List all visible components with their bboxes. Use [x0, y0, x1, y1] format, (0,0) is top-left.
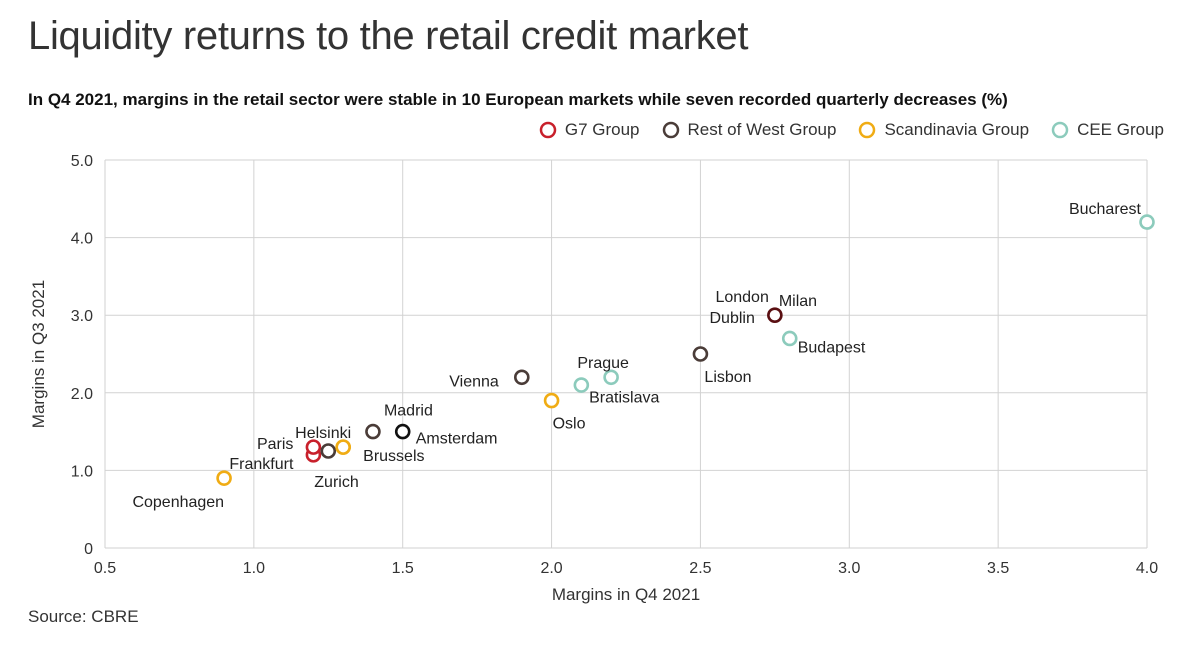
point-madrid	[365, 423, 381, 440]
x-tick-label: 0.5	[94, 560, 116, 577]
point-milan	[767, 307, 783, 324]
x-tick-label: 1.0	[243, 560, 265, 577]
label-frankfurt: Frankfurt	[229, 456, 294, 473]
point-prague	[573, 377, 590, 393]
y-tick-label: 1.0	[71, 463, 93, 480]
x-tick-label: 2.0	[540, 560, 562, 577]
point-vienna	[513, 369, 530, 386]
point-brussels	[335, 439, 351, 455]
legend-marker-g7	[539, 121, 557, 139]
legend-marker-cee	[1051, 121, 1069, 139]
point-bratislava	[603, 369, 619, 386]
legend-item-g7: G7 Group	[539, 120, 640, 140]
legend-item-rest-of-west: Rest of West Group	[662, 120, 837, 140]
legend-item-scandinavia: Scandinavia Group	[858, 120, 1029, 140]
point-zurich	[320, 443, 337, 459]
legend-label-g7: G7 Group	[564, 120, 640, 139]
label-amsterdam: Amsterdam	[416, 431, 498, 448]
x-tick-label: 3.0	[838, 560, 860, 577]
label-lisbon: Lisbon	[704, 369, 751, 386]
label-london: London	[715, 289, 768, 306]
chart-title: Liquidity returns to the retail credit m…	[28, 14, 749, 58]
label-copenhagen: Copenhagen	[132, 494, 224, 511]
x-tick-label: 1.5	[392, 560, 414, 577]
x-tick-label: 3.5	[987, 560, 1009, 577]
legend-label-cee: CEE Group	[1077, 120, 1164, 139]
y-tick-label: 3.0	[71, 308, 93, 325]
y-tick-label: 4.0	[71, 231, 93, 248]
y-tick-label: 2.0	[71, 386, 93, 403]
y-tick-label: 0	[84, 541, 93, 558]
label-madrid: Madrid	[384, 403, 433, 420]
legend-item-cee: CEE Group	[1051, 120, 1164, 140]
grid-layer	[104, 159, 1148, 549]
tick-labels: 0.5 1.0 1.5 2.0 2.5 3.0 3.5 4.0 0 1.0 2.0 3.0 4.0 5.0	[71, 153, 1158, 577]
point-budapest	[781, 330, 798, 347]
legend-label-scandinavia: Scandinavia Group	[884, 120, 1030, 139]
label-oslo: Oslo	[553, 416, 586, 433]
label-milan: Milan	[779, 293, 817, 310]
legend-marker-rest-of-west	[662, 121, 679, 139]
label-vienna: Vienna	[449, 373, 499, 390]
label-helsinki: Helsinki	[295, 425, 351, 442]
point-labels: Paris Frankfurt Milan Zurich Madrid Amsterdam…	[132, 201, 1141, 511]
x-axis-title: Margins in Q4 2021	[552, 585, 700, 604]
chart-subtitle: In Q4 2021, margins in the retail sector…	[28, 90, 1008, 109]
label-paris: Paris	[257, 436, 293, 453]
legend: G7 Group Rest of West Group Scandinavia …	[539, 120, 1164, 140]
point-frankfurt	[305, 439, 322, 455]
label-brussels: Brussels	[363, 448, 424, 465]
data-points	[216, 214, 1155, 486]
point-lisbon	[692, 346, 709, 362]
label-dublin: Dublin	[709, 310, 754, 327]
label-budapest: Budapest	[798, 339, 866, 356]
label-bratislava: Bratislava	[589, 389, 659, 406]
y-tick-label: 5.0	[71, 153, 93, 170]
label-bucharest: Bucharest	[1069, 201, 1142, 218]
x-tick-label: 2.5	[689, 560, 711, 577]
point-oslo	[543, 392, 560, 409]
point-bucharest	[1139, 214, 1155, 230]
point-amsterdam	[394, 423, 411, 440]
y-axis-title: Margins in Q3 2021	[29, 280, 48, 428]
label-prague: Prague	[577, 355, 629, 372]
legend-label-rest-of-west: Rest of West Group	[687, 120, 837, 139]
point-copenhagen	[216, 470, 232, 486]
x-tick-label: 4.0	[1136, 560, 1158, 577]
legend-marker-scandinavia	[859, 121, 876, 139]
label-zurich: Zurich	[314, 474, 358, 491]
source-note: Source: CBRE	[28, 607, 139, 626]
